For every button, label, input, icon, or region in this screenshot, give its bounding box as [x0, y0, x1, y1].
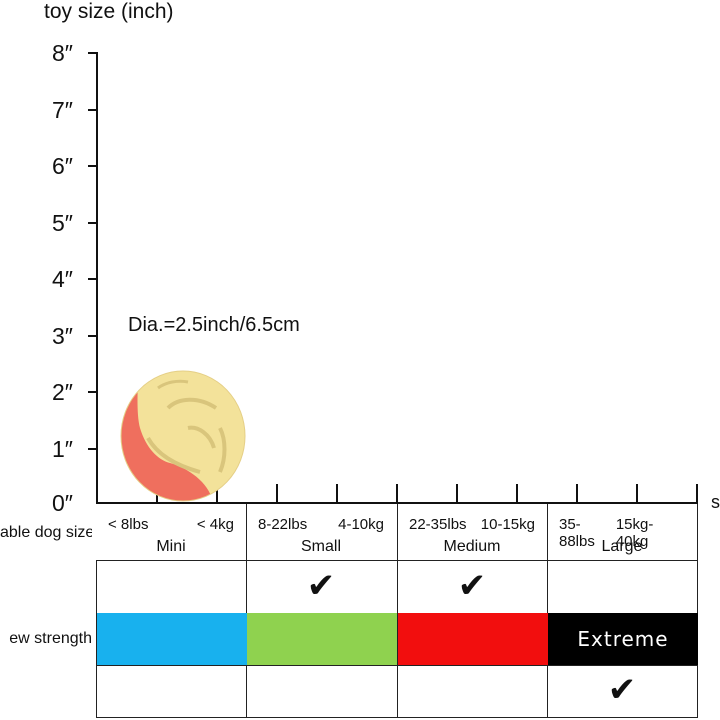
x-tick	[336, 484, 338, 504]
size-kg: 10-15kg	[480, 516, 535, 533]
row-label-dog-size: able dog size	[0, 524, 92, 541]
y-tick-label-0: 0″	[52, 490, 73, 516]
x-tick	[576, 484, 578, 504]
x-tick	[456, 484, 458, 504]
y-tick-label-3: 3″	[52, 323, 73, 349]
y-tick-label-8: 8″	[52, 40, 73, 66]
size-lbs: 35-88lbs	[559, 516, 595, 550]
x-tick	[636, 484, 638, 504]
y-tick-label-6: 6″	[52, 153, 73, 179]
size-name: Mini	[156, 538, 186, 555]
strength-bar-extreme: Extreme	[548, 613, 698, 665]
size-lbs: < 8lbs	[108, 516, 149, 533]
x-tick	[276, 484, 278, 504]
size-kg: 15kg-40kg	[615, 516, 654, 550]
size-cell-mini: < 8lbs < 4kg Mini	[96, 504, 246, 560]
y-tick	[88, 109, 98, 111]
check-icon: ✔	[457, 567, 487, 605]
table-divider	[397, 504, 398, 718]
y-tick-label-7: 7″	[52, 97, 73, 123]
size-name: Medium	[443, 538, 501, 555]
size-kg: < 4kg	[196, 516, 234, 533]
y-tick-label-2: 2″	[52, 379, 73, 405]
strength-bar-2	[247, 613, 397, 665]
size-name: Small	[300, 538, 341, 555]
y-tick	[88, 52, 98, 54]
y-tick-label-4: 4″	[52, 266, 73, 292]
size-cell-medium: 22-35lbs 10-15kg Medium	[397, 504, 547, 560]
size-kg: 4-10kg	[338, 516, 384, 533]
size-strength-table: able dog size ew strength < 8lbs < 4kg Mi…	[0, 504, 698, 718]
x-tick	[516, 484, 518, 504]
y-tick	[88, 222, 98, 224]
x-tick	[396, 484, 398, 504]
ball-toy-image	[120, 370, 246, 502]
strength-label: Extreme	[577, 627, 669, 651]
x-axis-cut-label: s	[711, 492, 720, 512]
table-divider	[246, 504, 247, 718]
size-lbs: 8-22lbs	[258, 516, 308, 533]
y-tick	[88, 391, 98, 393]
diameter-label: Dia.=2.5inch/6.5cm	[128, 314, 300, 336]
strength-bar-1	[97, 613, 247, 665]
y-tick-label-1: 1″	[52, 436, 73, 462]
table-divider	[697, 504, 698, 718]
size-cell-small: 8-22lbs 4-10kg Small	[246, 504, 396, 560]
y-tick	[88, 448, 98, 450]
y-tick	[88, 335, 98, 337]
size-name: Large	[601, 538, 643, 555]
y-tick	[88, 165, 98, 167]
y-tick	[88, 278, 98, 280]
table-divider	[96, 560, 97, 718]
check-icon: ✔	[607, 671, 637, 709]
y-tick-label-5: 5″	[52, 210, 73, 236]
strength-bar-3	[398, 613, 548, 665]
size-lbs: 22-35lbs	[409, 516, 467, 533]
axis-title: toy size (inch)	[44, 0, 174, 23]
x-tick	[696, 484, 698, 504]
table-divider	[547, 504, 548, 718]
x-tick	[216, 484, 218, 504]
check-icon: ✔	[306, 567, 336, 605]
size-cell-large: 35-88lbs 15kg-40kg Large	[547, 504, 697, 560]
row-label-chew-strength: ew strength	[9, 630, 92, 647]
